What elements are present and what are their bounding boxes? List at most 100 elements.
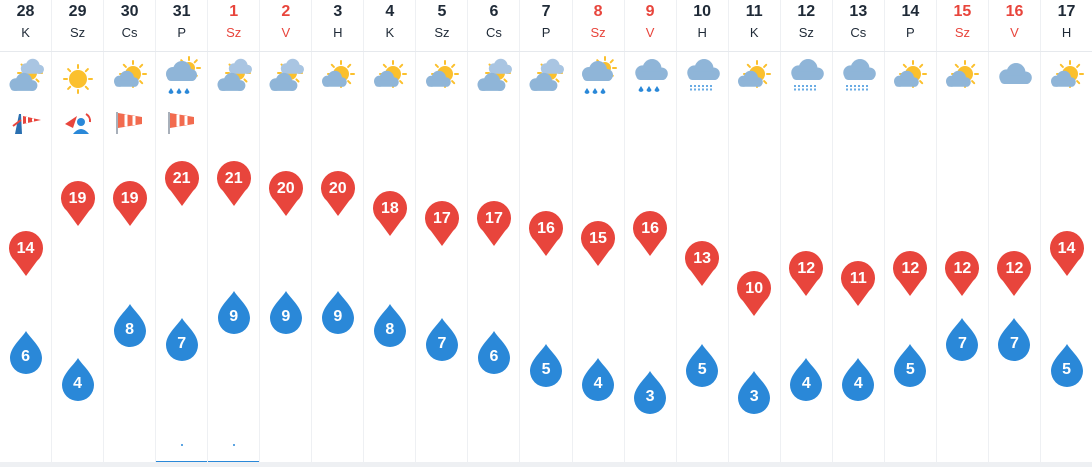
min-temperature-drop: 9: [320, 290, 356, 336]
max-temperature-pin: 12: [996, 251, 1032, 297]
precipitation-dot: [232, 444, 235, 446]
day-date: 29: [68, 3, 87, 20]
day-of-week: Cs: [850, 25, 867, 40]
min-temperature-drop: 3: [736, 370, 772, 416]
min-temperature-drop: 4: [840, 357, 876, 403]
forecast-day-14[interactable]: 14 P 12 5: [885, 0, 937, 462]
max-temperature-pin: 19: [112, 181, 148, 227]
max-temperature-value: 18: [380, 200, 399, 217]
day-of-week: V: [281, 25, 291, 40]
min-temperature-value: 5: [697, 361, 707, 379]
forecast-day-4[interactable]: 4 K 18 8: [364, 0, 417, 462]
forecast-day-30[interactable]: 30 Cs 19 8: [104, 0, 157, 462]
forecast-day-7[interactable]: 7 P 16 5: [521, 0, 573, 462]
min-temperature-value: 6: [489, 348, 499, 365]
min-temperature-drop: 5: [684, 343, 720, 389]
max-temperature-pin: 21: [216, 161, 252, 207]
sunny-few-clouds-icon: [731, 56, 777, 102]
forecast-day-3[interactable]: 3 H 20 9: [312, 0, 365, 462]
min-temperature-drop: 6: [476, 330, 512, 376]
forecast-day-17[interactable]: 17 H 14 5: [1041, 0, 1092, 462]
max-temperature-pin: 17: [476, 201, 512, 247]
day-date: 7: [541, 3, 551, 20]
forecast-day-2[interactable]: 2 V 20 9: [260, 0, 313, 462]
rain-icon: [627, 56, 673, 102]
min-temperature-drop: 5: [892, 343, 928, 389]
min-temperature-value: 5: [1062, 361, 1071, 379]
min-temperature-drop: 7: [424, 317, 460, 363]
max-temperature-value: 14: [1057, 240, 1076, 257]
partly-cloudy-icon: [211, 56, 257, 102]
max-temperature-pin: 19: [60, 181, 96, 227]
day-date: 5: [437, 3, 447, 20]
sunny-few-clouds-icon: [315, 56, 361, 102]
max-temperature-pin: 16: [528, 211, 564, 257]
max-temperature-value: 12: [901, 260, 920, 277]
forecast-day-11[interactable]: 11 K 10 3: [729, 0, 781, 462]
day-of-week: P: [177, 25, 186, 40]
sunny-few-clouds-icon: [1044, 56, 1090, 102]
forecast-day-8[interactable]: 8 Sz 15 4: [573, 0, 625, 462]
min-temperature-value: 7: [437, 334, 447, 352]
day-date: 14: [901, 3, 920, 20]
min-temperature-value: 3: [645, 388, 655, 405]
bottom-scroll-track: [0, 462, 1092, 467]
day-date: 17: [1057, 3, 1076, 20]
max-temperature-value: 17: [485, 210, 503, 227]
max-temperature-value: 10: [745, 280, 764, 297]
max-temperature-value: 19: [120, 190, 139, 207]
forecast-day-5[interactable]: 5 Sz 17 7: [416, 0, 469, 462]
day-of-week: K: [21, 25, 30, 40]
max-temperature-value: 17: [433, 210, 451, 227]
wind-storm-warning-icon[interactable]: [9, 106, 43, 136]
sunny-few-clouds-icon: [939, 56, 985, 102]
min-temperature-drop: 5: [528, 343, 564, 389]
forecast-day-13[interactable]: 13 Cs 11 4: [833, 0, 885, 462]
forecast-day-28[interactable]: 28 K 14 6: [0, 0, 53, 462]
forecast-day-31[interactable]: 31 P 21 7: [156, 0, 209, 464]
sunny-icon: [55, 56, 101, 102]
forecast-day-10[interactable]: 10 H 13 5: [677, 0, 729, 462]
day-date: 3: [333, 3, 343, 20]
forecast-day-12[interactable]: 12 Sz 12 4: [781, 0, 833, 462]
day-date: 30: [120, 3, 139, 20]
forecast-day-6[interactable]: 6 Cs 17 6: [468, 0, 521, 462]
day-date: 28: [16, 3, 35, 20]
forecast-day-9[interactable]: 9 V 16 3: [625, 0, 677, 462]
day-of-week: K: [385, 25, 395, 40]
day-of-week: Sz: [434, 25, 450, 40]
sunny-few-clouds-icon: [107, 56, 153, 102]
day-date: 9: [645, 3, 655, 20]
forecast-day-1[interactable]: 1 Sz 21 9: [208, 0, 261, 464]
min-temperature-drop: 3: [632, 370, 668, 416]
wind-storm-person-warning-icon[interactable]: [61, 106, 95, 136]
rain-shower-sun-icon: [159, 56, 205, 102]
forecast-day-15[interactable]: 15 Sz 12 7: [937, 0, 989, 462]
max-temperature-pin: 13: [684, 241, 720, 287]
day-date: 15: [953, 3, 972, 20]
partly-cloudy-icon: [523, 56, 569, 102]
max-temperature-pin: 12: [944, 251, 980, 297]
max-temperature-pin: 12: [892, 251, 928, 297]
partly-cloudy-icon: [3, 56, 49, 102]
max-temperature-value: 21: [224, 170, 243, 187]
forecast-day-29[interactable]: 29 Sz 19 4: [52, 0, 105, 462]
day-date: 8: [593, 3, 603, 20]
day-of-week: Sz: [798, 25, 814, 40]
wind-warning-icon[interactable]: [113, 106, 147, 136]
header-divider: [0, 51, 1092, 52]
max-temperature-pin: 21: [164, 161, 200, 207]
max-temperature-value: 12: [1005, 260, 1024, 277]
forecast-day-16[interactable]: 16 V 12 7: [989, 0, 1041, 462]
day-date: 2: [281, 3, 291, 20]
max-temperature-pin: 10: [736, 271, 772, 317]
wind-warning-icon[interactable]: [165, 106, 199, 136]
max-temperature-pin: 20: [320, 171, 356, 217]
max-temperature-value: 19: [68, 190, 87, 207]
day-of-week: K: [749, 25, 759, 40]
sunny-few-clouds-icon: [367, 56, 413, 102]
day-of-week: V: [645, 25, 655, 40]
min-temperature-value: 9: [229, 308, 239, 325]
min-temperature-drop: 7: [944, 317, 980, 363]
max-temperature-pin: 16: [632, 211, 668, 257]
